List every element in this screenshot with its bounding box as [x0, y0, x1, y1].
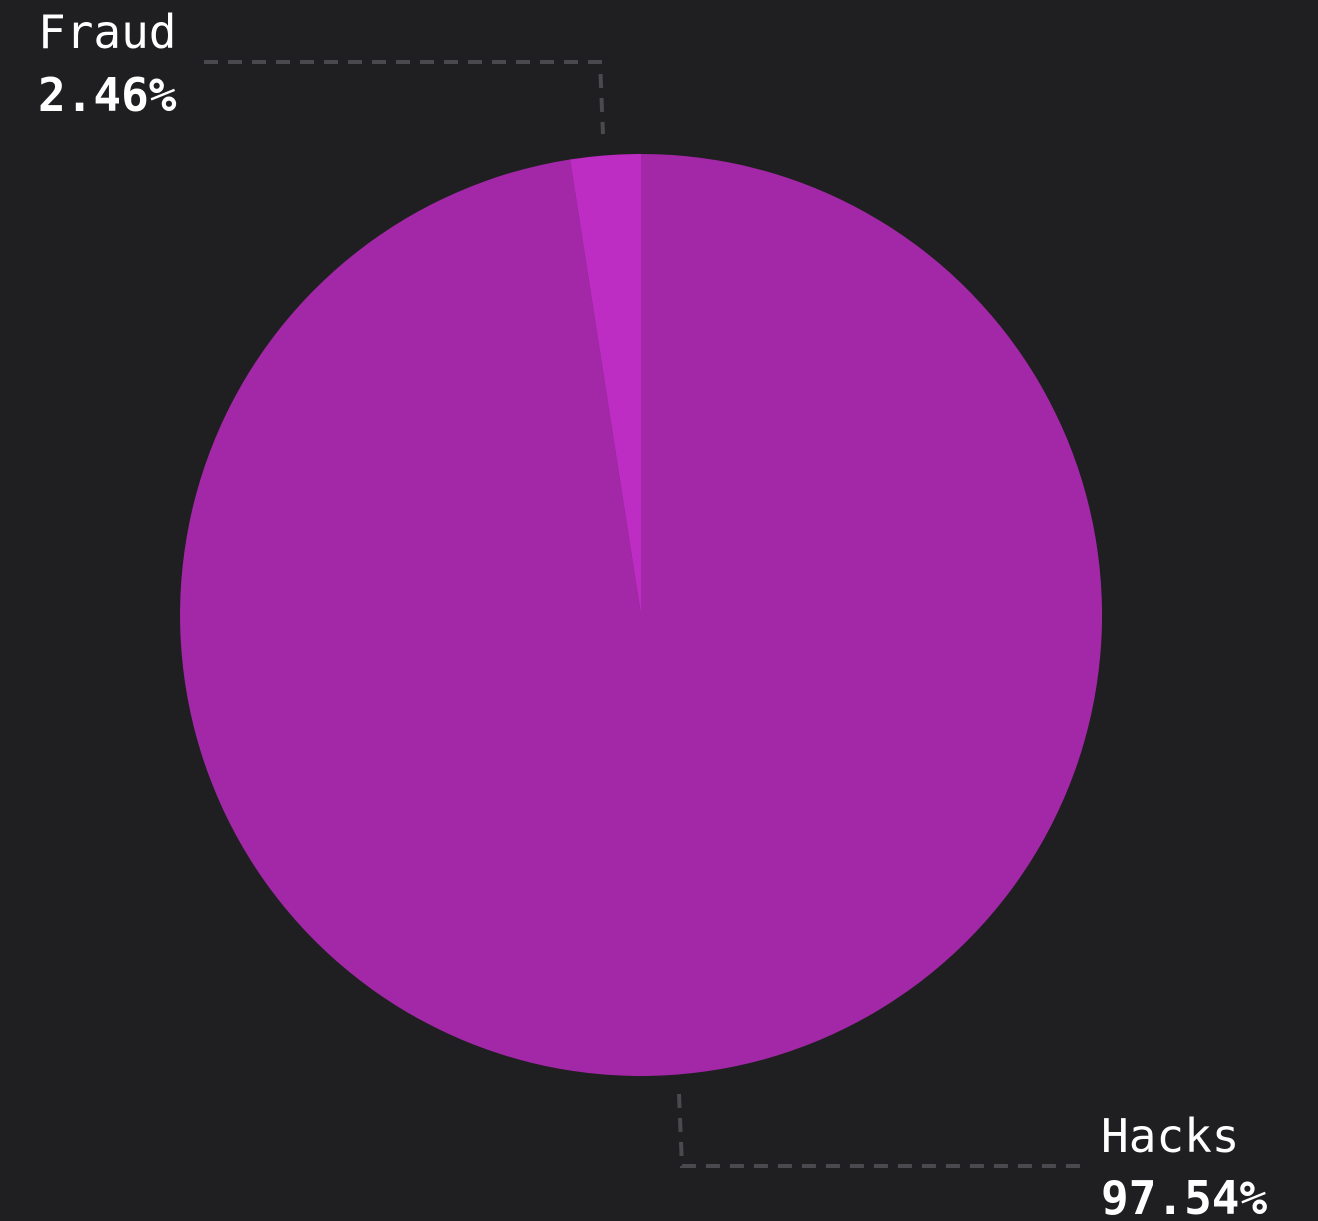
pie-slices — [180, 154, 1103, 1076]
pie-slice-fraud — [570, 154, 641, 615]
fraud-label-value: 2.46% — [38, 68, 177, 122]
hacks-label-value: 97.54% — [1101, 1171, 1267, 1221]
pie-slice-hacks — [180, 154, 1103, 1076]
fraud-leader-line — [204, 60, 605, 135]
hacks-leader-line — [677, 1093, 1080, 1168]
hacks-label-name: Hacks — [1101, 1109, 1239, 1163]
fraud-label-name: Fraud — [38, 5, 176, 59]
